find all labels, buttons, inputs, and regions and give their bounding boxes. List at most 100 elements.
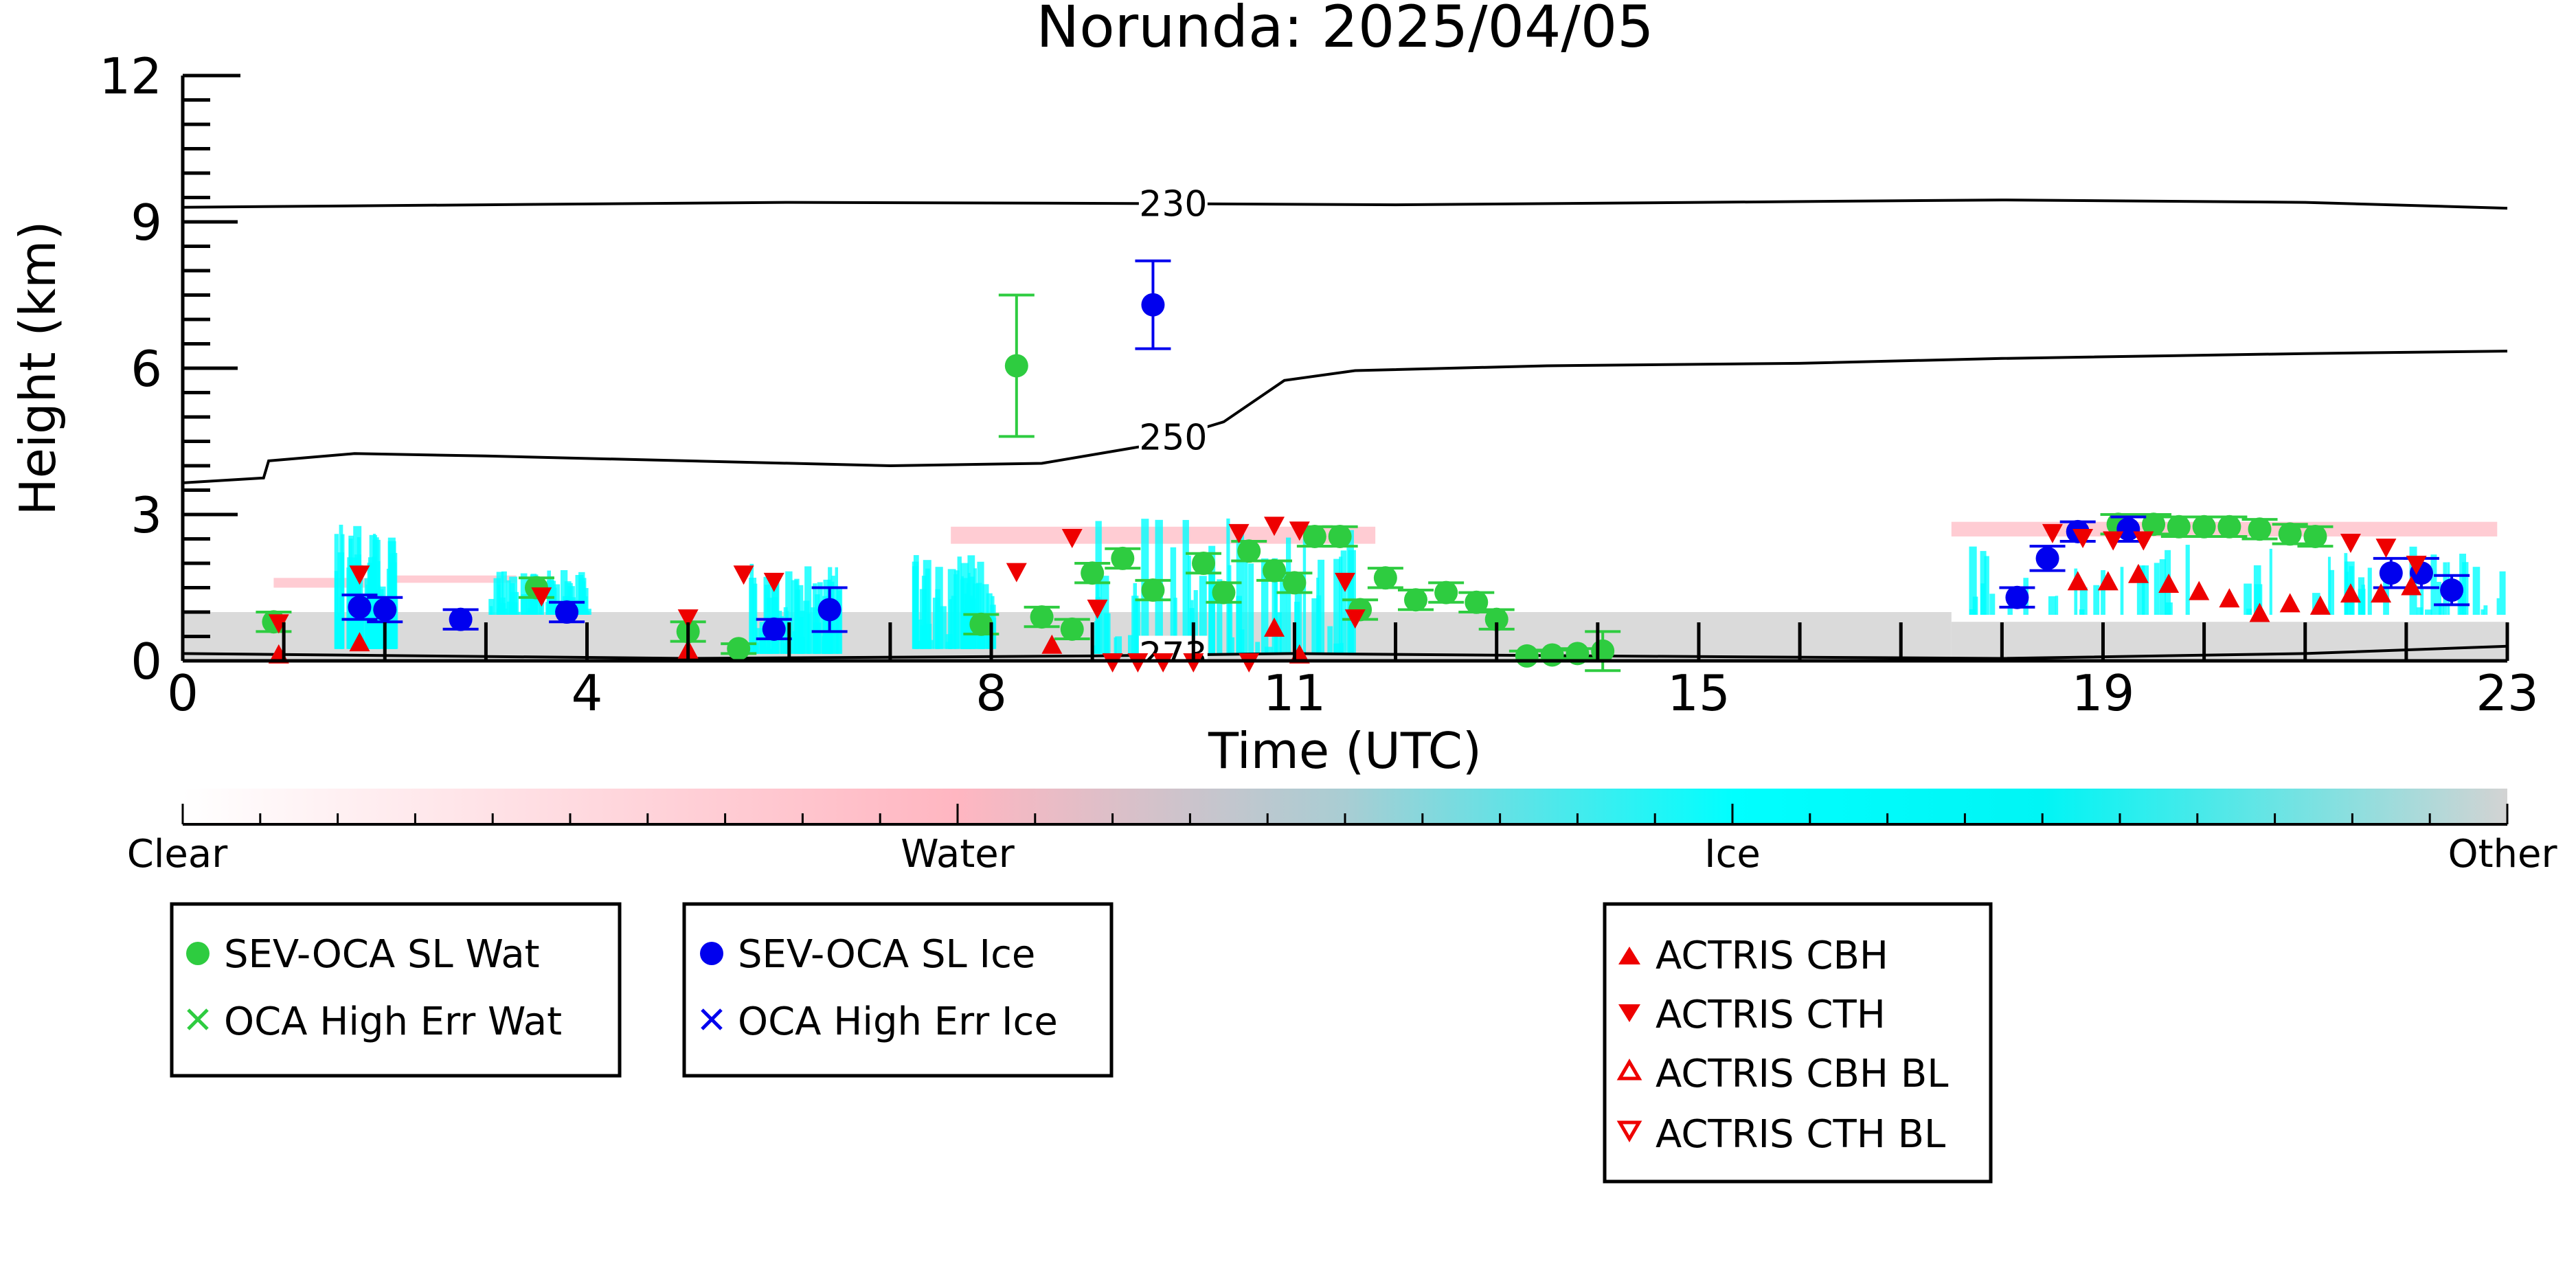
legend-marker-sev-oca-wat: [186, 942, 210, 965]
ice-region: [1255, 642, 1261, 654]
ice-region: [940, 606, 947, 649]
data-point: [2241, 517, 2278, 541]
colorbar-label-ice: Ice: [1704, 832, 1761, 877]
data-point: [2219, 588, 2240, 608]
ice-region: [762, 646, 769, 654]
data-point: [2072, 528, 2094, 548]
ice-region: [2101, 570, 2105, 615]
ice-region: [2439, 602, 2444, 615]
data-point: [1135, 578, 1171, 602]
ice-region: [763, 576, 770, 654]
ice-region: [791, 580, 798, 654]
x-tick-label: 11: [1263, 664, 1326, 722]
colorbar-ticks: [181, 804, 2509, 824]
ice-region: [1969, 546, 1977, 615]
data-point: [1289, 521, 1310, 541]
ice-region: [1188, 555, 1191, 654]
ice-region: [917, 619, 923, 649]
data-point: [1231, 539, 1267, 563]
ice-region: [2499, 571, 2506, 615]
ice-region: [925, 568, 930, 649]
legend-marker-actris-cth-bl: [1616, 1120, 1642, 1142]
y-tick-label: 6: [131, 340, 162, 398]
contour-line-273: [183, 644, 2507, 660]
contour-label-230: 230: [1139, 184, 1207, 225]
ice-region: [927, 640, 934, 649]
data-point: [1183, 653, 1204, 673]
data-point: [531, 587, 552, 607]
legend-label-high-err-wat: OCA High Err Wat: [224, 999, 562, 1044]
data-point: [442, 607, 479, 631]
data-point: [721, 637, 757, 661]
data-point: [733, 565, 754, 585]
ice-region: [2154, 563, 2160, 615]
legend-ice: SEV-OCA SL Ice OCA High Err Ice: [682, 902, 1114, 1078]
data-point: [763, 572, 784, 592]
ice-region: [2074, 568, 2078, 615]
legend-label-actris-cbh: ACTRIS CBH: [1656, 934, 1888, 978]
ice-region: [798, 585, 804, 654]
data-point: [2406, 556, 2427, 575]
ice-region: [2329, 569, 2335, 615]
data-point: [2097, 571, 2119, 591]
ice-region: [1133, 583, 1138, 654]
ice-region: [2142, 565, 2149, 615]
data-point: [2042, 523, 2063, 543]
legend-label-sev-oca-wat: SEV-OCA SL Wat: [224, 932, 540, 977]
legend-label-high-err-ice: OCA High Err Ice: [738, 999, 1058, 1044]
ice-region: [1182, 519, 1189, 654]
data-point: [1228, 523, 1250, 543]
data-point: [2158, 573, 2180, 593]
ice-region: [968, 576, 975, 649]
ice-region: [2120, 567, 2124, 615]
ice-region: [509, 576, 518, 615]
data-point: [1041, 634, 1063, 654]
ice-region: [499, 597, 506, 615]
ice-region: [341, 534, 345, 649]
ice-region: [553, 584, 561, 615]
ice-region: [749, 563, 754, 654]
data-point: [2401, 576, 2422, 596]
data-point: [2103, 531, 2124, 551]
ice-region: [1114, 637, 1117, 654]
data-point: [1264, 617, 1285, 637]
ice-region: [1104, 613, 1111, 654]
x-tick-label: 19: [2072, 664, 2135, 722]
ice-region: [1984, 556, 1989, 615]
ice-region: [1199, 576, 1207, 654]
ice-region: [803, 600, 810, 654]
ice-region: [1286, 537, 1291, 654]
data-point: [2340, 583, 2361, 603]
data-point: [1087, 599, 1108, 619]
ice-region: [2269, 548, 2272, 615]
legend-water: SEV-OCA SL Wat OCA High Err Wat: [170, 902, 622, 1078]
data-point: [677, 609, 699, 629]
ice-region: [576, 604, 581, 615]
ice-region: [1127, 635, 1133, 654]
ice-region: [963, 623, 968, 649]
ice-region: [813, 622, 822, 654]
ice-region: [2481, 609, 2485, 615]
x-tick-label: 4: [572, 664, 603, 722]
legend-label-actris-cbh-bl: ACTRIS CBH BL: [1656, 1052, 1948, 1096]
ice-region: [800, 637, 805, 654]
ice-region: [2344, 553, 2348, 615]
ice-region: [1272, 558, 1278, 654]
ice-region: [834, 601, 839, 654]
legend-label-actris-cth-bl: ACTRIS CTH BL: [1656, 1112, 1945, 1157]
legend-marker-actris-cbh: [1618, 947, 1640, 964]
data-point: [1186, 552, 1222, 575]
data-point: [1264, 517, 1285, 536]
ice-region: [1208, 573, 1215, 654]
ice-region: [575, 574, 584, 615]
x-axis-ticks: 0 4 8 11 15 19 23: [167, 622, 2539, 722]
ice-region: [2424, 609, 2432, 615]
ice-region: [1173, 598, 1177, 654]
ice-region: [586, 609, 591, 615]
data-point: [2375, 539, 2397, 558]
ice-region: [2483, 605, 2488, 615]
data-point: [998, 293, 1035, 438]
x-axis-label: Time (UTC): [1208, 722, 1482, 780]
